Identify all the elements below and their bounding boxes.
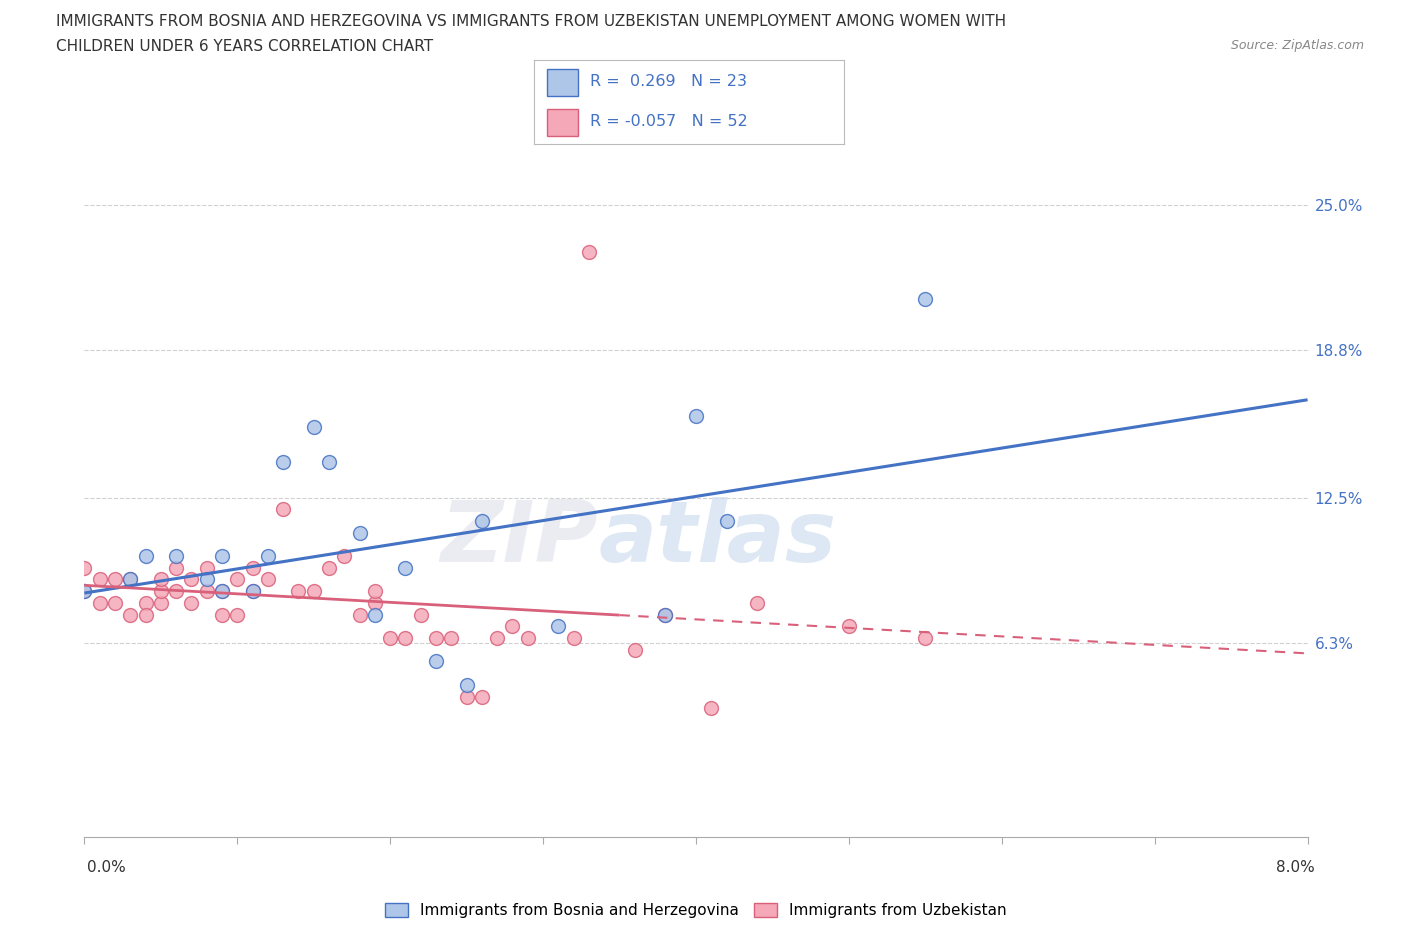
Point xyxy=(502,618,524,633)
Point xyxy=(654,607,676,622)
Text: IMMIGRANTS FROM BOSNIA AND HERZEGOVINA VS IMMIGRANTS FROM UZBEKISTAN UNEMPLOYMEN: IMMIGRANTS FROM BOSNIA AND HERZEGOVINA V… xyxy=(56,14,1007,29)
Point xyxy=(257,572,280,587)
Point xyxy=(242,584,264,599)
Text: 8.0%: 8.0% xyxy=(1275,860,1315,875)
Point xyxy=(333,549,356,564)
Point xyxy=(364,595,387,610)
Point xyxy=(425,631,447,645)
Point xyxy=(73,584,96,599)
Point xyxy=(287,584,309,599)
Text: CHILDREN UNDER 6 YEARS CORRELATION CHART: CHILDREN UNDER 6 YEARS CORRELATION CHART xyxy=(56,39,433,54)
Text: ZIP: ZIP xyxy=(440,497,598,579)
Point xyxy=(380,631,402,645)
Point xyxy=(104,572,127,587)
Point xyxy=(394,561,416,576)
Point xyxy=(73,584,96,599)
Text: atlas: atlas xyxy=(598,497,837,579)
Point xyxy=(271,455,294,470)
Point xyxy=(257,549,280,564)
Point xyxy=(914,631,936,645)
Point xyxy=(149,584,172,599)
Bar xyxy=(547,109,578,136)
Point xyxy=(349,607,371,622)
Point xyxy=(120,572,142,587)
Point xyxy=(685,408,707,423)
Point xyxy=(195,561,218,576)
Point xyxy=(364,584,387,599)
Point xyxy=(747,595,769,610)
Point xyxy=(149,572,172,587)
Point xyxy=(120,607,142,622)
Text: Source: ZipAtlas.com: Source: ZipAtlas.com xyxy=(1230,39,1364,52)
Point xyxy=(135,607,157,622)
Point xyxy=(914,291,936,306)
Point xyxy=(226,572,249,587)
Point xyxy=(195,584,218,599)
Point xyxy=(135,549,157,564)
Point xyxy=(165,561,187,576)
Point xyxy=(165,584,187,599)
Point xyxy=(165,549,187,564)
Legend: Immigrants from Bosnia and Herzegovina, Immigrants from Uzbekistan: Immigrants from Bosnia and Herzegovina, … xyxy=(378,897,1014,924)
Point xyxy=(195,572,218,587)
Point xyxy=(302,419,325,434)
Point xyxy=(89,572,111,587)
Point xyxy=(149,595,172,610)
Point xyxy=(89,595,111,610)
Point xyxy=(838,618,860,633)
Point xyxy=(349,525,371,540)
Point xyxy=(211,607,233,622)
Point xyxy=(242,561,264,576)
Point xyxy=(180,595,202,610)
Point xyxy=(547,618,569,633)
Point xyxy=(211,584,233,599)
Point xyxy=(716,513,738,528)
Point xyxy=(578,245,600,259)
Point xyxy=(516,631,538,645)
Point xyxy=(271,502,294,517)
Point xyxy=(180,572,202,587)
Point xyxy=(318,561,340,576)
Point xyxy=(486,631,509,645)
Point xyxy=(471,513,494,528)
Point xyxy=(562,631,585,645)
Point xyxy=(456,689,478,704)
Text: R =  0.269   N = 23: R = 0.269 N = 23 xyxy=(591,74,747,89)
Point xyxy=(409,607,432,622)
Point xyxy=(226,607,249,622)
Bar xyxy=(547,69,578,96)
Point xyxy=(394,631,416,645)
Point xyxy=(73,561,96,576)
Point xyxy=(440,631,463,645)
Point xyxy=(318,455,340,470)
Point xyxy=(104,595,127,610)
Point xyxy=(302,584,325,599)
Point xyxy=(700,701,723,716)
Point xyxy=(120,572,142,587)
Point xyxy=(211,549,233,564)
Point xyxy=(364,607,387,622)
Point xyxy=(456,677,478,692)
Point xyxy=(135,595,157,610)
Point xyxy=(471,689,494,704)
Point xyxy=(211,584,233,599)
Point xyxy=(425,654,447,669)
Point xyxy=(654,607,676,622)
Point xyxy=(242,584,264,599)
Text: R = -0.057   N = 52: R = -0.057 N = 52 xyxy=(591,114,748,129)
Text: 0.0%: 0.0% xyxy=(87,860,127,875)
Point xyxy=(624,643,647,658)
